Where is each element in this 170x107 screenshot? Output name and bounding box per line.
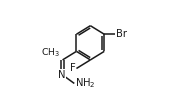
Text: N: N — [58, 70, 65, 80]
Text: NH$_2$: NH$_2$ — [75, 77, 96, 90]
Text: CH$_3$: CH$_3$ — [41, 46, 60, 59]
Text: F: F — [70, 63, 75, 74]
Text: Br: Br — [116, 29, 127, 39]
